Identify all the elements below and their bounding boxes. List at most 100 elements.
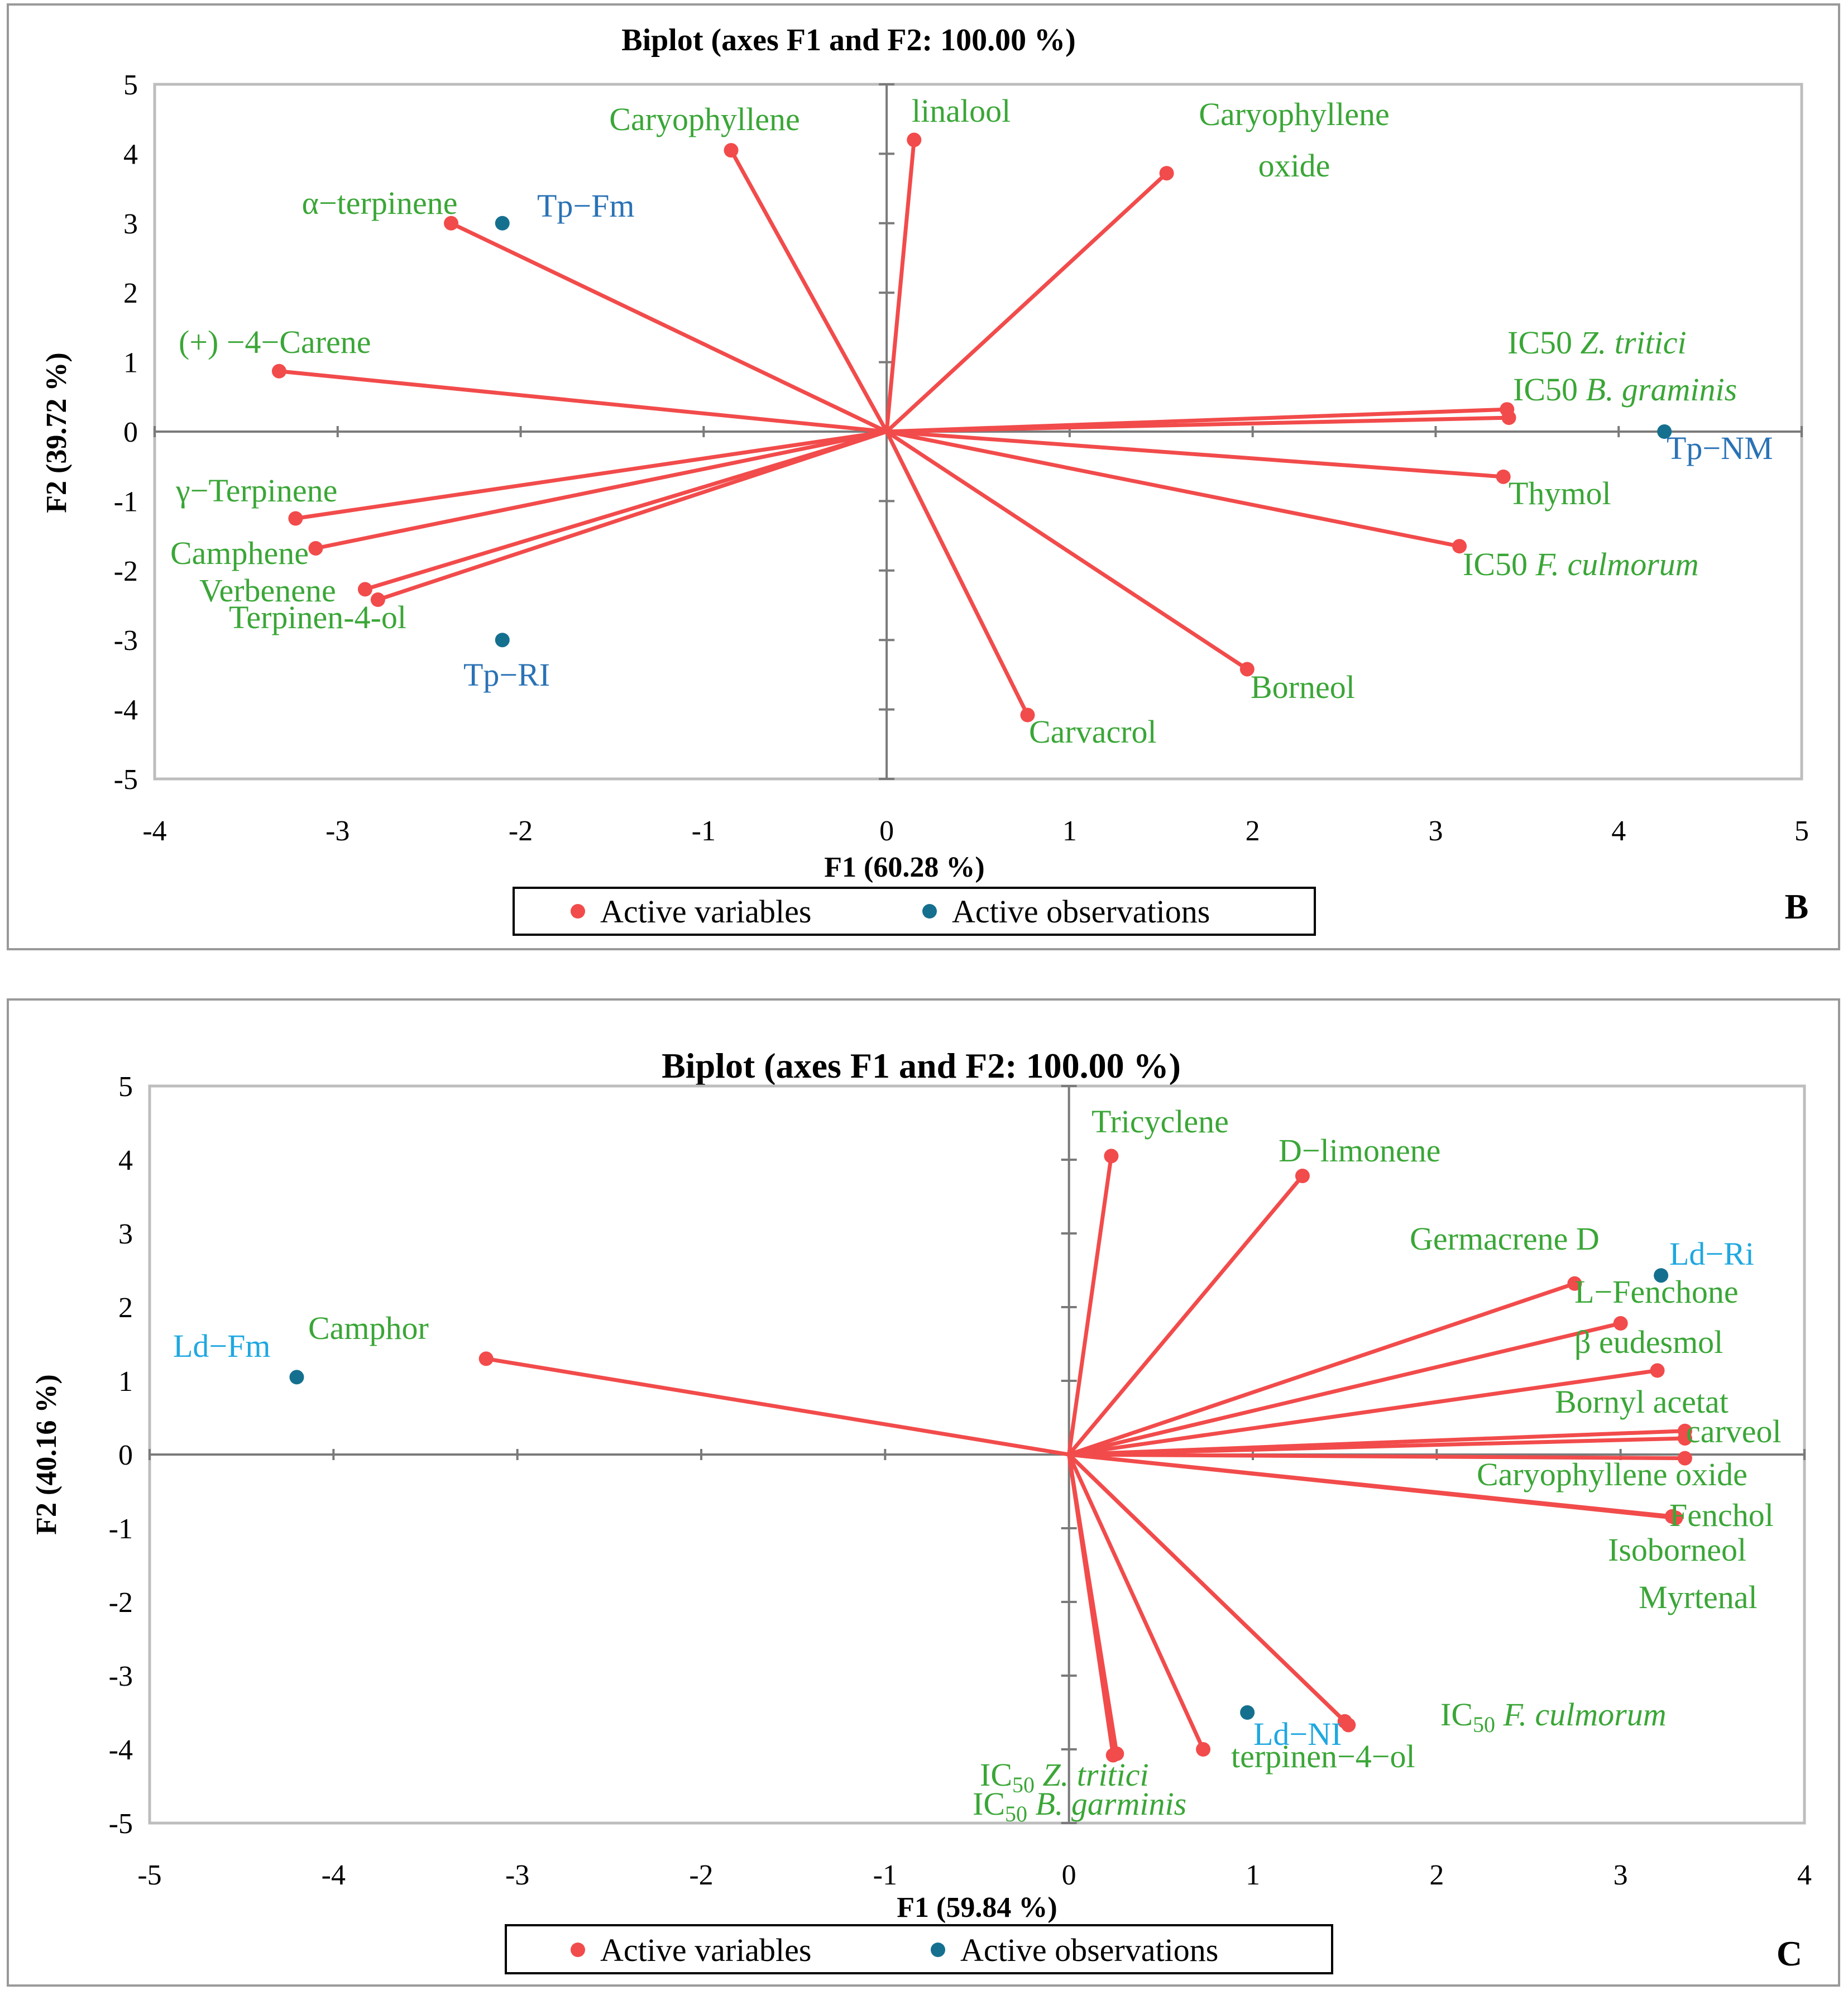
panel-c-legend-observation-marker <box>931 1943 945 1957</box>
variable-linalool-vector <box>884 140 916 432</box>
variable-caryophyllene-oxide-point <box>1159 166 1174 181</box>
observation-ld-fm-point <box>289 1370 304 1385</box>
variable-bornyl-acetat-label: Bornyl acetat <box>1555 1384 1729 1420</box>
variable-camphor-label: Camphor <box>308 1310 429 1346</box>
panel-c: Biplot (axes F1 and F2: 100.00 %) -5 -4 -3… <box>7 998 1840 1987</box>
y-tick-label: 0 <box>123 417 138 448</box>
x-tick-label: -3 <box>325 815 350 847</box>
variable-caryophyllene-vector <box>729 149 889 433</box>
x-tick-label: -3 <box>505 1859 529 1891</box>
y-tick-label: 5 <box>123 69 138 101</box>
variable-eudesmol-vector <box>1069 1369 1658 1457</box>
panel-c-frame <box>7 998 1840 1987</box>
y-tick-label: 5 <box>118 1071 133 1103</box>
x-tick-label: -1 <box>873 1859 897 1891</box>
panel-b-letter: B <box>1785 887 1809 926</box>
variable-caryophyllene-oxide-label: Caryophyllene oxide <box>1199 96 1389 184</box>
variable-l-fenchone-vector <box>1068 1321 1621 1457</box>
variable-germacrene-d-label: Germacrene D <box>1410 1221 1600 1257</box>
variable-camphene-point <box>308 540 323 556</box>
variable-fenchol-label: Fenchol <box>1669 1497 1774 1533</box>
variable-terpinene-point <box>444 216 458 231</box>
variable-4-carene-label: (+) −4−Carene <box>179 324 371 360</box>
panel-c-title: Biplot (axes F1 and F2: 100.00 %) <box>662 1046 1181 1085</box>
y-tick-label: -3 <box>109 1661 133 1692</box>
panel-b: Biplot (axes F1 and F2: 100.00 %) -4 -3 -2… <box>7 3 1840 950</box>
variable-ic50-b-garminis-point <box>1105 1748 1121 1763</box>
x-tick-label: -1 <box>692 815 716 847</box>
variable-caryophyllene-oxide-label-line2: oxide <box>1258 147 1330 184</box>
y-tick-label: 4 <box>118 1145 133 1176</box>
variable-thymol-vector <box>886 429 1504 479</box>
variable-thymol-label: Thymol <box>1509 475 1611 511</box>
panel-b-legend-variables: Active variables <box>600 893 811 930</box>
variable-eudesmol-label: β eudesmol <box>1574 1324 1723 1360</box>
variable-ic50-f-culmorum-point <box>1452 539 1467 554</box>
variable-tricyclene-point <box>1104 1149 1119 1164</box>
panel-c-legend-variables: Active variables <box>600 1932 811 1968</box>
y-tick-label: 1 <box>123 347 138 379</box>
x-tick-label: 2 <box>1246 815 1260 847</box>
panel-b-legend: Active variables Active observations <box>513 887 1316 936</box>
y-tick-label: 2 <box>123 278 138 309</box>
variable-ic50-b-garminis-label: IC50 B. garminis <box>973 1786 1186 1826</box>
panel-b-frame <box>7 3 1840 950</box>
variable-verbenene-label: Verbenene <box>199 572 336 609</box>
variable-thymol-point <box>1496 469 1511 484</box>
variable-caryophyllene-oxide-point <box>1677 1451 1692 1466</box>
panel-c-legend: Active variables Active observations <box>505 1924 1333 1974</box>
variable-isoborneol-label: Isoborneol <box>1608 1532 1746 1568</box>
y-tick-label: -4 <box>109 1734 133 1766</box>
variable-ic50-b-graminis-point <box>1501 410 1516 425</box>
panel-c-y-axis-label: F2 (40.16 %) <box>31 1374 63 1534</box>
variable-terpinene-vector <box>450 221 888 434</box>
variable-ic50-b-garminis-vector <box>1067 1454 1115 1756</box>
variable-carvacrol-vector <box>884 430 1030 716</box>
variable-camphene-label: Camphene <box>170 535 309 571</box>
variable-carveol-point <box>1677 1431 1692 1446</box>
variable-d-limonene-point <box>1295 1169 1310 1184</box>
variable-ic50-f-culmorum-vector <box>886 429 1460 548</box>
variable-carvacrol-point <box>1020 707 1035 723</box>
variable-germacrene-d-point <box>1567 1276 1582 1291</box>
variable-isoborneol-vector <box>1069 1452 1676 1520</box>
variable-ic50-z-tritici-label: IC50 Z. tritici <box>980 1757 1149 1797</box>
x-tick-label: -2 <box>509 815 533 847</box>
x-tick-label: -2 <box>689 1859 713 1891</box>
observation-ld-ni-label: Ld−NI <box>1253 1716 1342 1752</box>
variable-borneol-vector <box>885 430 1248 671</box>
y-tick-label: 0 <box>118 1439 133 1471</box>
variable-ic50-b-graminis-label: IC50 B. graminis <box>1513 371 1737 408</box>
x-tick-label: 4 <box>1611 815 1626 847</box>
variable-caryophyllene-point <box>724 143 739 158</box>
y-tick-label: -2 <box>114 556 138 587</box>
y-tick-label: -1 <box>114 486 138 518</box>
y-tick-label: 2 <box>118 1292 133 1324</box>
observation-ld-ni-point <box>1240 1705 1255 1720</box>
variable-ic50-z-tritici-label: IC50 Z. tritici <box>1507 324 1687 361</box>
variable-terpinen-4-ol-point <box>1196 1742 1211 1757</box>
y-tick-label: -5 <box>114 764 138 796</box>
observation-tp-fm-label: Tp−Fm <box>537 188 635 224</box>
variable-terpinene-vector <box>295 429 887 520</box>
variable-camphene-vector <box>315 429 887 551</box>
y-tick-label: -1 <box>109 1513 133 1545</box>
x-tick-label: 5 <box>1794 815 1809 847</box>
x-tick-label: 4 <box>1797 1859 1812 1891</box>
variable-germacrene-d-vector <box>1068 1281 1576 1457</box>
variable-terpinen-4-ol-vector <box>377 429 888 602</box>
x-tick-label: -4 <box>322 1859 346 1891</box>
panel-b-x-axis-label: F1 (60.28 %) <box>824 852 984 883</box>
x-tick-label: 0 <box>1062 1859 1076 1891</box>
variable-eudesmol-point <box>1650 1363 1665 1378</box>
y-tick-label: -3 <box>114 625 138 657</box>
variable-ic50-f-culmorum-label: IC50 F. culmorum <box>1463 546 1699 582</box>
variable-ic50-b-graminis-vector <box>887 415 1509 434</box>
x-tick-label: 0 <box>879 815 894 847</box>
y-tick-label: 3 <box>123 208 138 240</box>
variable-tricyclene-vector <box>1067 1155 1113 1455</box>
x-tick-label: -5 <box>137 1859 161 1891</box>
x-tick-label: 2 <box>1429 1859 1444 1891</box>
y-tick-label: 4 <box>123 138 138 170</box>
